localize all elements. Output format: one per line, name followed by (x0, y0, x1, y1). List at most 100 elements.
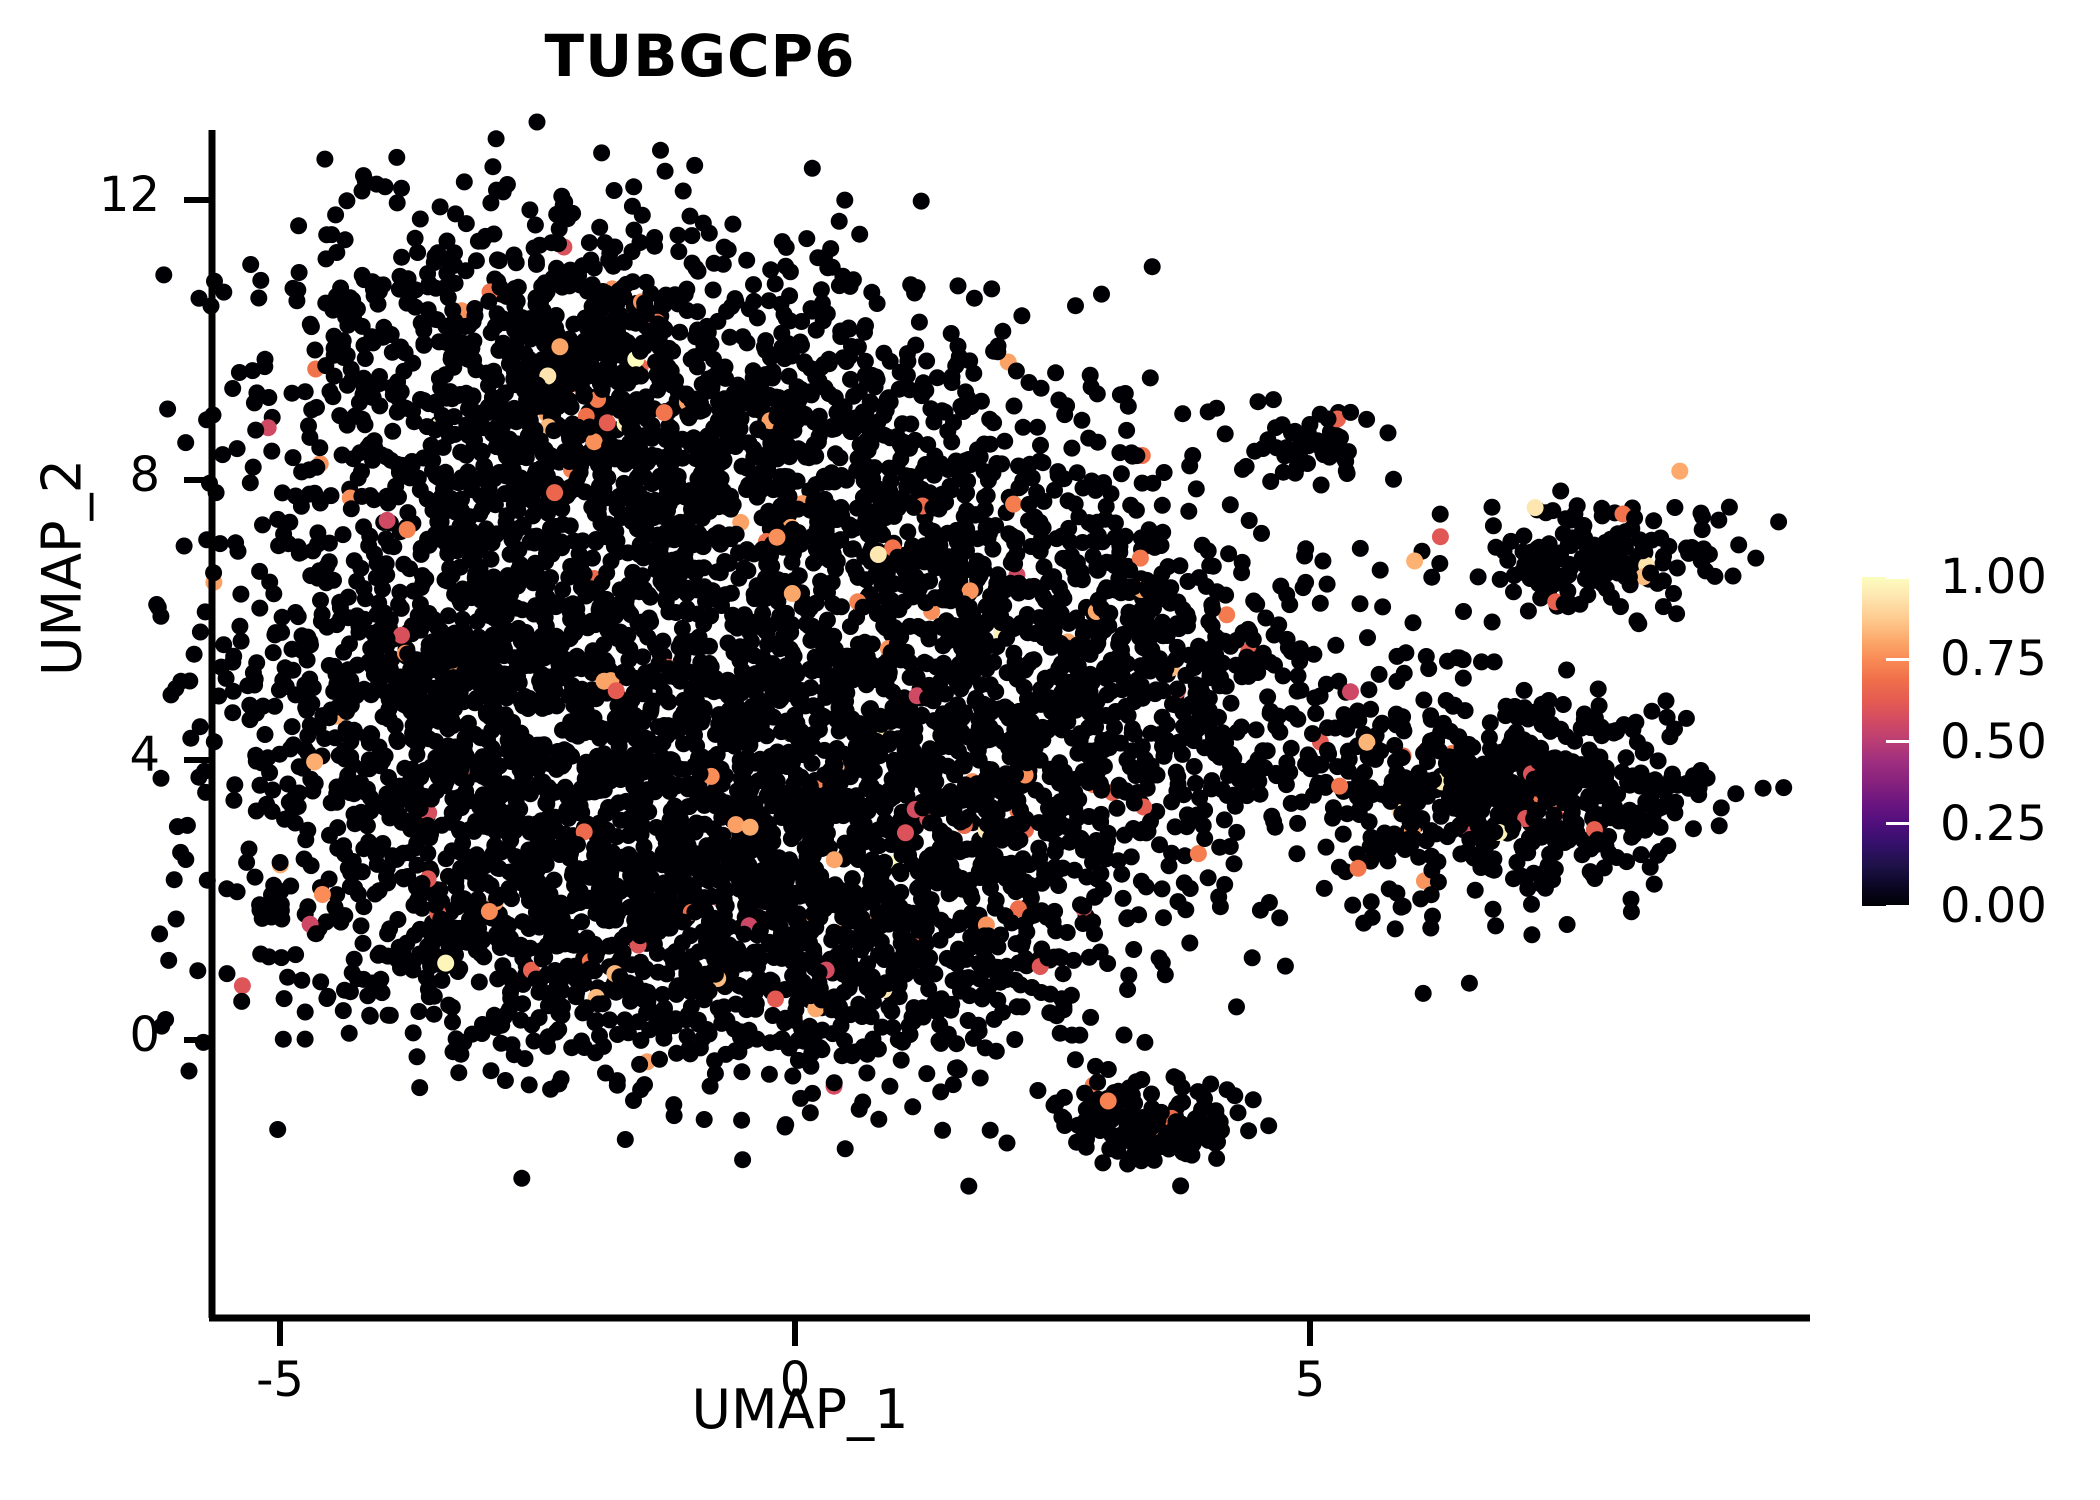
data-point (381, 537, 398, 555)
data-point (439, 545, 457, 563)
data-point (469, 232, 487, 250)
data-point (388, 194, 406, 212)
data-point (556, 778, 574, 796)
data-point (663, 751, 681, 769)
data-point (551, 338, 569, 356)
data-point (406, 229, 424, 247)
data-point (526, 554, 544, 572)
data-point (867, 506, 885, 524)
data-point (395, 555, 413, 573)
data-point (583, 276, 601, 294)
data-point (328, 663, 346, 681)
data-point (256, 350, 274, 368)
data-point (1181, 934, 1199, 952)
data-point (533, 397, 551, 415)
data-point (655, 404, 673, 422)
data-point (634, 648, 652, 666)
data-point (681, 207, 699, 225)
data-point (898, 477, 916, 495)
data-point (565, 315, 583, 333)
data-point (391, 583, 409, 601)
data-point (777, 238, 795, 256)
data-point (606, 625, 624, 643)
data-point (1007, 362, 1025, 380)
data-point (211, 535, 229, 553)
data-point (625, 178, 643, 196)
data-point (827, 445, 844, 463)
data-point (269, 1121, 287, 1138)
data-point (581, 418, 599, 436)
data-point (515, 382, 533, 399)
data-point (394, 270, 412, 288)
data-point (252, 271, 270, 289)
data-point (671, 323, 689, 341)
data-point (534, 382, 552, 400)
data-point (167, 910, 185, 928)
data-point (182, 729, 200, 747)
data-point (283, 384, 301, 402)
data-point (373, 836, 391, 854)
data-point (355, 898, 373, 916)
data-point (802, 300, 820, 318)
data-point (680, 409, 698, 427)
data-point (331, 599, 349, 617)
data-point (814, 707, 832, 725)
data-point (290, 217, 308, 235)
data-point (417, 711, 435, 729)
data-point (560, 362, 578, 380)
data-point (400, 291, 418, 309)
data-point (559, 210, 577, 228)
data-point (733, 662, 751, 680)
data-point (899, 352, 917, 370)
data-point (772, 438, 790, 456)
data-point (592, 514, 610, 532)
data-point (371, 368, 388, 385)
data-point (899, 523, 917, 541)
data-point (470, 404, 488, 422)
data-point (601, 437, 619, 455)
data-point (328, 785, 346, 803)
data-point (516, 1050, 534, 1068)
data-point (666, 797, 684, 815)
data-point (589, 499, 607, 517)
data-point (312, 591, 329, 609)
data-point (482, 194, 500, 212)
data-point (214, 446, 232, 464)
data-point (160, 951, 178, 969)
data-point (388, 148, 406, 166)
data-point (815, 467, 833, 485)
data-point (669, 550, 686, 568)
data-point (579, 367, 597, 385)
data-point (244, 458, 262, 476)
data-point (172, 843, 190, 861)
data-point (918, 352, 936, 370)
data-point (808, 520, 826, 538)
data-point (801, 777, 819, 795)
data-point (606, 341, 624, 359)
data-point (656, 162, 674, 180)
data-point (450, 1064, 468, 1082)
data-point (688, 579, 706, 597)
data-point (467, 361, 485, 379)
data-point (885, 507, 903, 525)
data-point (1093, 285, 1110, 303)
data-point (881, 393, 899, 411)
data-point (238, 853, 256, 871)
data-point (155, 266, 173, 284)
data-point (246, 868, 264, 886)
data-point (682, 436, 700, 454)
data-point (296, 383, 314, 401)
data-point (399, 504, 417, 522)
data-point (620, 603, 638, 621)
data-point (685, 559, 703, 577)
data-point (687, 259, 705, 277)
data-point (832, 499, 850, 516)
data-point (467, 252, 485, 270)
data-point (316, 150, 334, 168)
data-point (148, 596, 166, 613)
data-point (392, 599, 410, 617)
data-point (462, 475, 480, 493)
data-point (622, 992, 639, 1010)
data-point (413, 691, 431, 709)
